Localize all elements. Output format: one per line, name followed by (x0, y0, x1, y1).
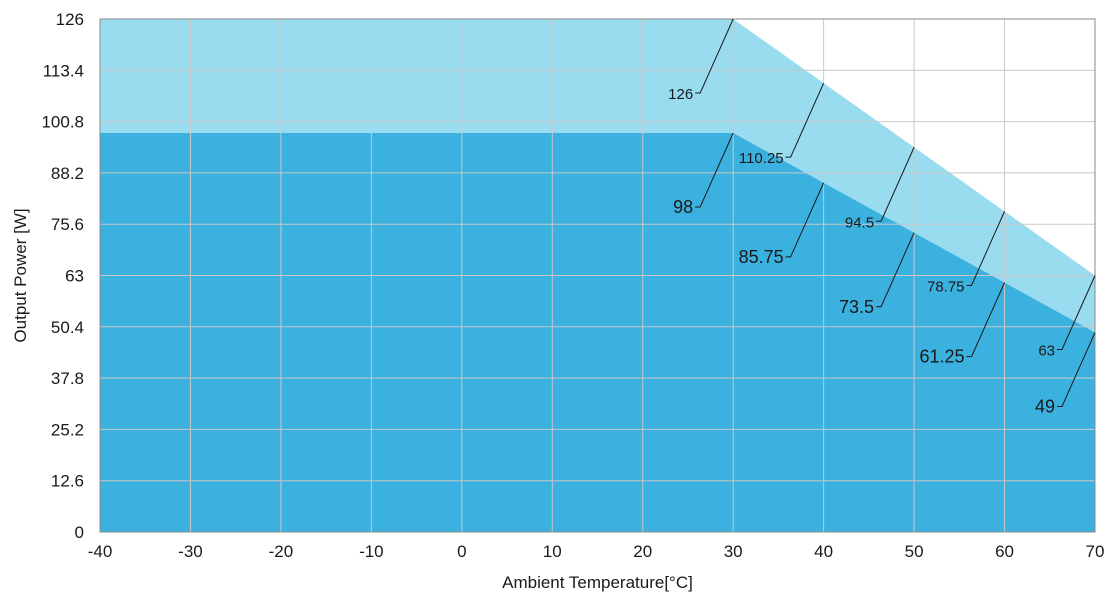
annotation-label: 110.25 (739, 150, 784, 167)
y-tick-label: 25.2 (51, 420, 84, 439)
annotation-leader (1057, 332, 1096, 407)
annotation-leader (1057, 275, 1096, 350)
annotation-label: 94.5 (845, 214, 874, 231)
x-axis-ticks: -40 -30 -20 -10 0 10 20 30 40 50 60 70 (88, 542, 1105, 561)
annotation-leader (695, 18, 734, 94)
annotation-label: 63 (1038, 343, 1055, 360)
annotation-leader (876, 232, 915, 308)
annotation-leader (695, 132, 734, 208)
x-tick-label: 70 (1086, 542, 1105, 561)
y-tick-label: 113.4 (43, 61, 84, 80)
annotation-label: 49 (1035, 397, 1055, 417)
chart-annotations: 126 110.25 94.5 78.75 63 98 85.75 73.5 61.25 49 (668, 18, 1096, 417)
y-axis-ticks: 0 12.6 25.2 37.8 50.4 63 75.6 88.2 100.8 113.4 126 (41, 10, 84, 542)
annotation-label: 73.5 (839, 297, 874, 317)
y-tick-label: 100.8 (41, 113, 84, 132)
annotation-leader (785, 82, 825, 158)
y-tick-label: 63 (65, 267, 84, 286)
x-tick-label: 20 (633, 542, 652, 561)
y-axis-title: Output Power [W] (11, 208, 30, 342)
y-tick-label: 0 (75, 523, 84, 542)
chart-grid (99, 18, 1096, 533)
annotation-label: 78.75 (927, 278, 965, 295)
annotation-leader (876, 147, 915, 222)
x-tick-label: 40 (814, 542, 833, 561)
area-series-2 (100, 133, 1095, 532)
x-tick-label: 0 (457, 542, 466, 561)
y-tick-label: 75.6 (51, 215, 84, 234)
annotation-label: 85.75 (739, 247, 784, 267)
y-tick-label: 50.4 (51, 318, 84, 337)
x-axis-title: Ambient Temperature[°C] (502, 573, 693, 592)
annotation-leader (785, 182, 825, 258)
annotation-label: 61.25 (919, 347, 964, 367)
x-tick-label: 50 (905, 542, 924, 561)
x-tick-label: -40 (88, 542, 113, 561)
y-tick-label: 37.8 (51, 369, 84, 388)
annotation-leader (966, 282, 1006, 358)
annotation-leader (966, 211, 1006, 286)
x-tick-label: 10 (543, 542, 562, 561)
y-tick-label: 12.6 (51, 472, 84, 491)
y-tick-label: 88.2 (51, 164, 84, 183)
annotation-label: 98 (673, 197, 693, 217)
x-tick-label: -10 (359, 542, 384, 561)
x-tick-label: -30 (178, 542, 203, 561)
annotation-label: 126 (668, 86, 693, 103)
x-tick-label: 30 (724, 542, 743, 561)
x-tick-label: -20 (269, 542, 294, 561)
x-tick-label: 60 (995, 542, 1014, 561)
y-tick-label: 126 (56, 10, 84, 29)
